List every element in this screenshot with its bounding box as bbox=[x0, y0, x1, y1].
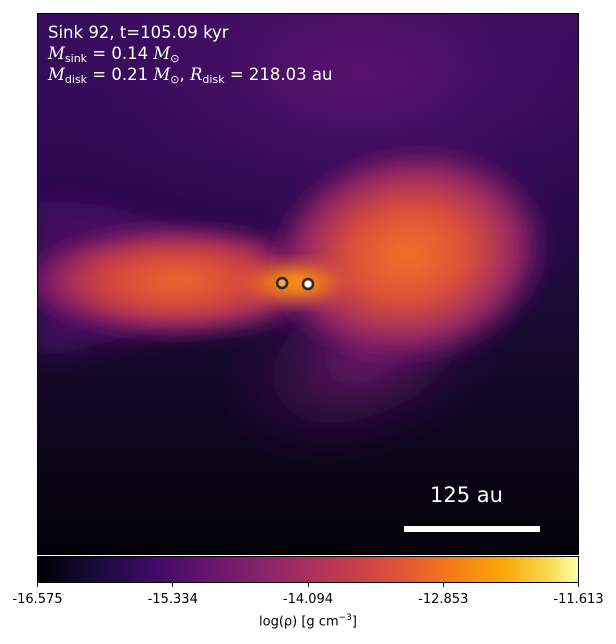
disk-subscript: disk bbox=[202, 73, 225, 86]
colorbar-tick bbox=[442, 583, 444, 587]
colorbar-label-suffix: ] bbox=[351, 614, 357, 630]
sink-title: Sink 92, t=105.09 kyr bbox=[48, 23, 229, 42]
colorbar-tick bbox=[37, 583, 38, 587]
colorbar-tick-label: -15.334 bbox=[147, 592, 198, 607]
disk-subscript: disk bbox=[64, 73, 88, 86]
sink-mass-value: = 0.14 bbox=[92, 44, 149, 63]
density-image bbox=[38, 14, 578, 554]
colorbar-tick-label: -11.613 bbox=[553, 592, 604, 607]
sink-mass-label: Msink = 0.14 M⊙ bbox=[48, 43, 179, 69]
colorbar-label-prefix: log(ρ) [g cm bbox=[259, 614, 339, 630]
scalebar-line bbox=[404, 526, 540, 532]
radius-symbol: R bbox=[189, 65, 203, 84]
mass-symbol: M bbox=[153, 65, 171, 84]
disk-properties-label: Mdisk = 0.21 M⊙, Rdisk = 218.03 au bbox=[48, 65, 333, 86]
colorbar-label-exponent: −3 bbox=[338, 613, 352, 623]
solar-subscript: ⊙ bbox=[170, 73, 180, 86]
mass-symbol: M bbox=[48, 65, 65, 84]
sink-marker bbox=[301, 277, 315, 291]
sink-marker bbox=[275, 276, 289, 290]
density-map: Sink 92, t=105.09 kyr Msink = 0.14 M⊙ Md… bbox=[37, 13, 579, 555]
colorbar-tick-label: -16.575 bbox=[12, 592, 63, 607]
colorbar-axis-label: log(ρ) [g cm−3] bbox=[259, 613, 357, 629]
sink-markers bbox=[275, 276, 315, 291]
colorbar-tick bbox=[578, 583, 579, 587]
colorbar-tick-label: -12.853 bbox=[418, 592, 469, 607]
solar-subscript: ⊙ bbox=[170, 52, 180, 65]
mass-symbol: M bbox=[153, 44, 171, 63]
colorbar-tick bbox=[307, 583, 309, 587]
mass-symbol: M bbox=[48, 44, 65, 63]
colorbar bbox=[37, 556, 579, 583]
colorbar-tick bbox=[172, 583, 174, 587]
scalebar-label: 125 au bbox=[430, 483, 503, 507]
sink-subscript: sink bbox=[64, 52, 88, 65]
colorbar-tick-label: -14.094 bbox=[282, 592, 334, 607]
disk-mass-value: = 0.21 bbox=[92, 65, 149, 84]
disk-radius-value: = 218.03 au bbox=[229, 65, 333, 84]
